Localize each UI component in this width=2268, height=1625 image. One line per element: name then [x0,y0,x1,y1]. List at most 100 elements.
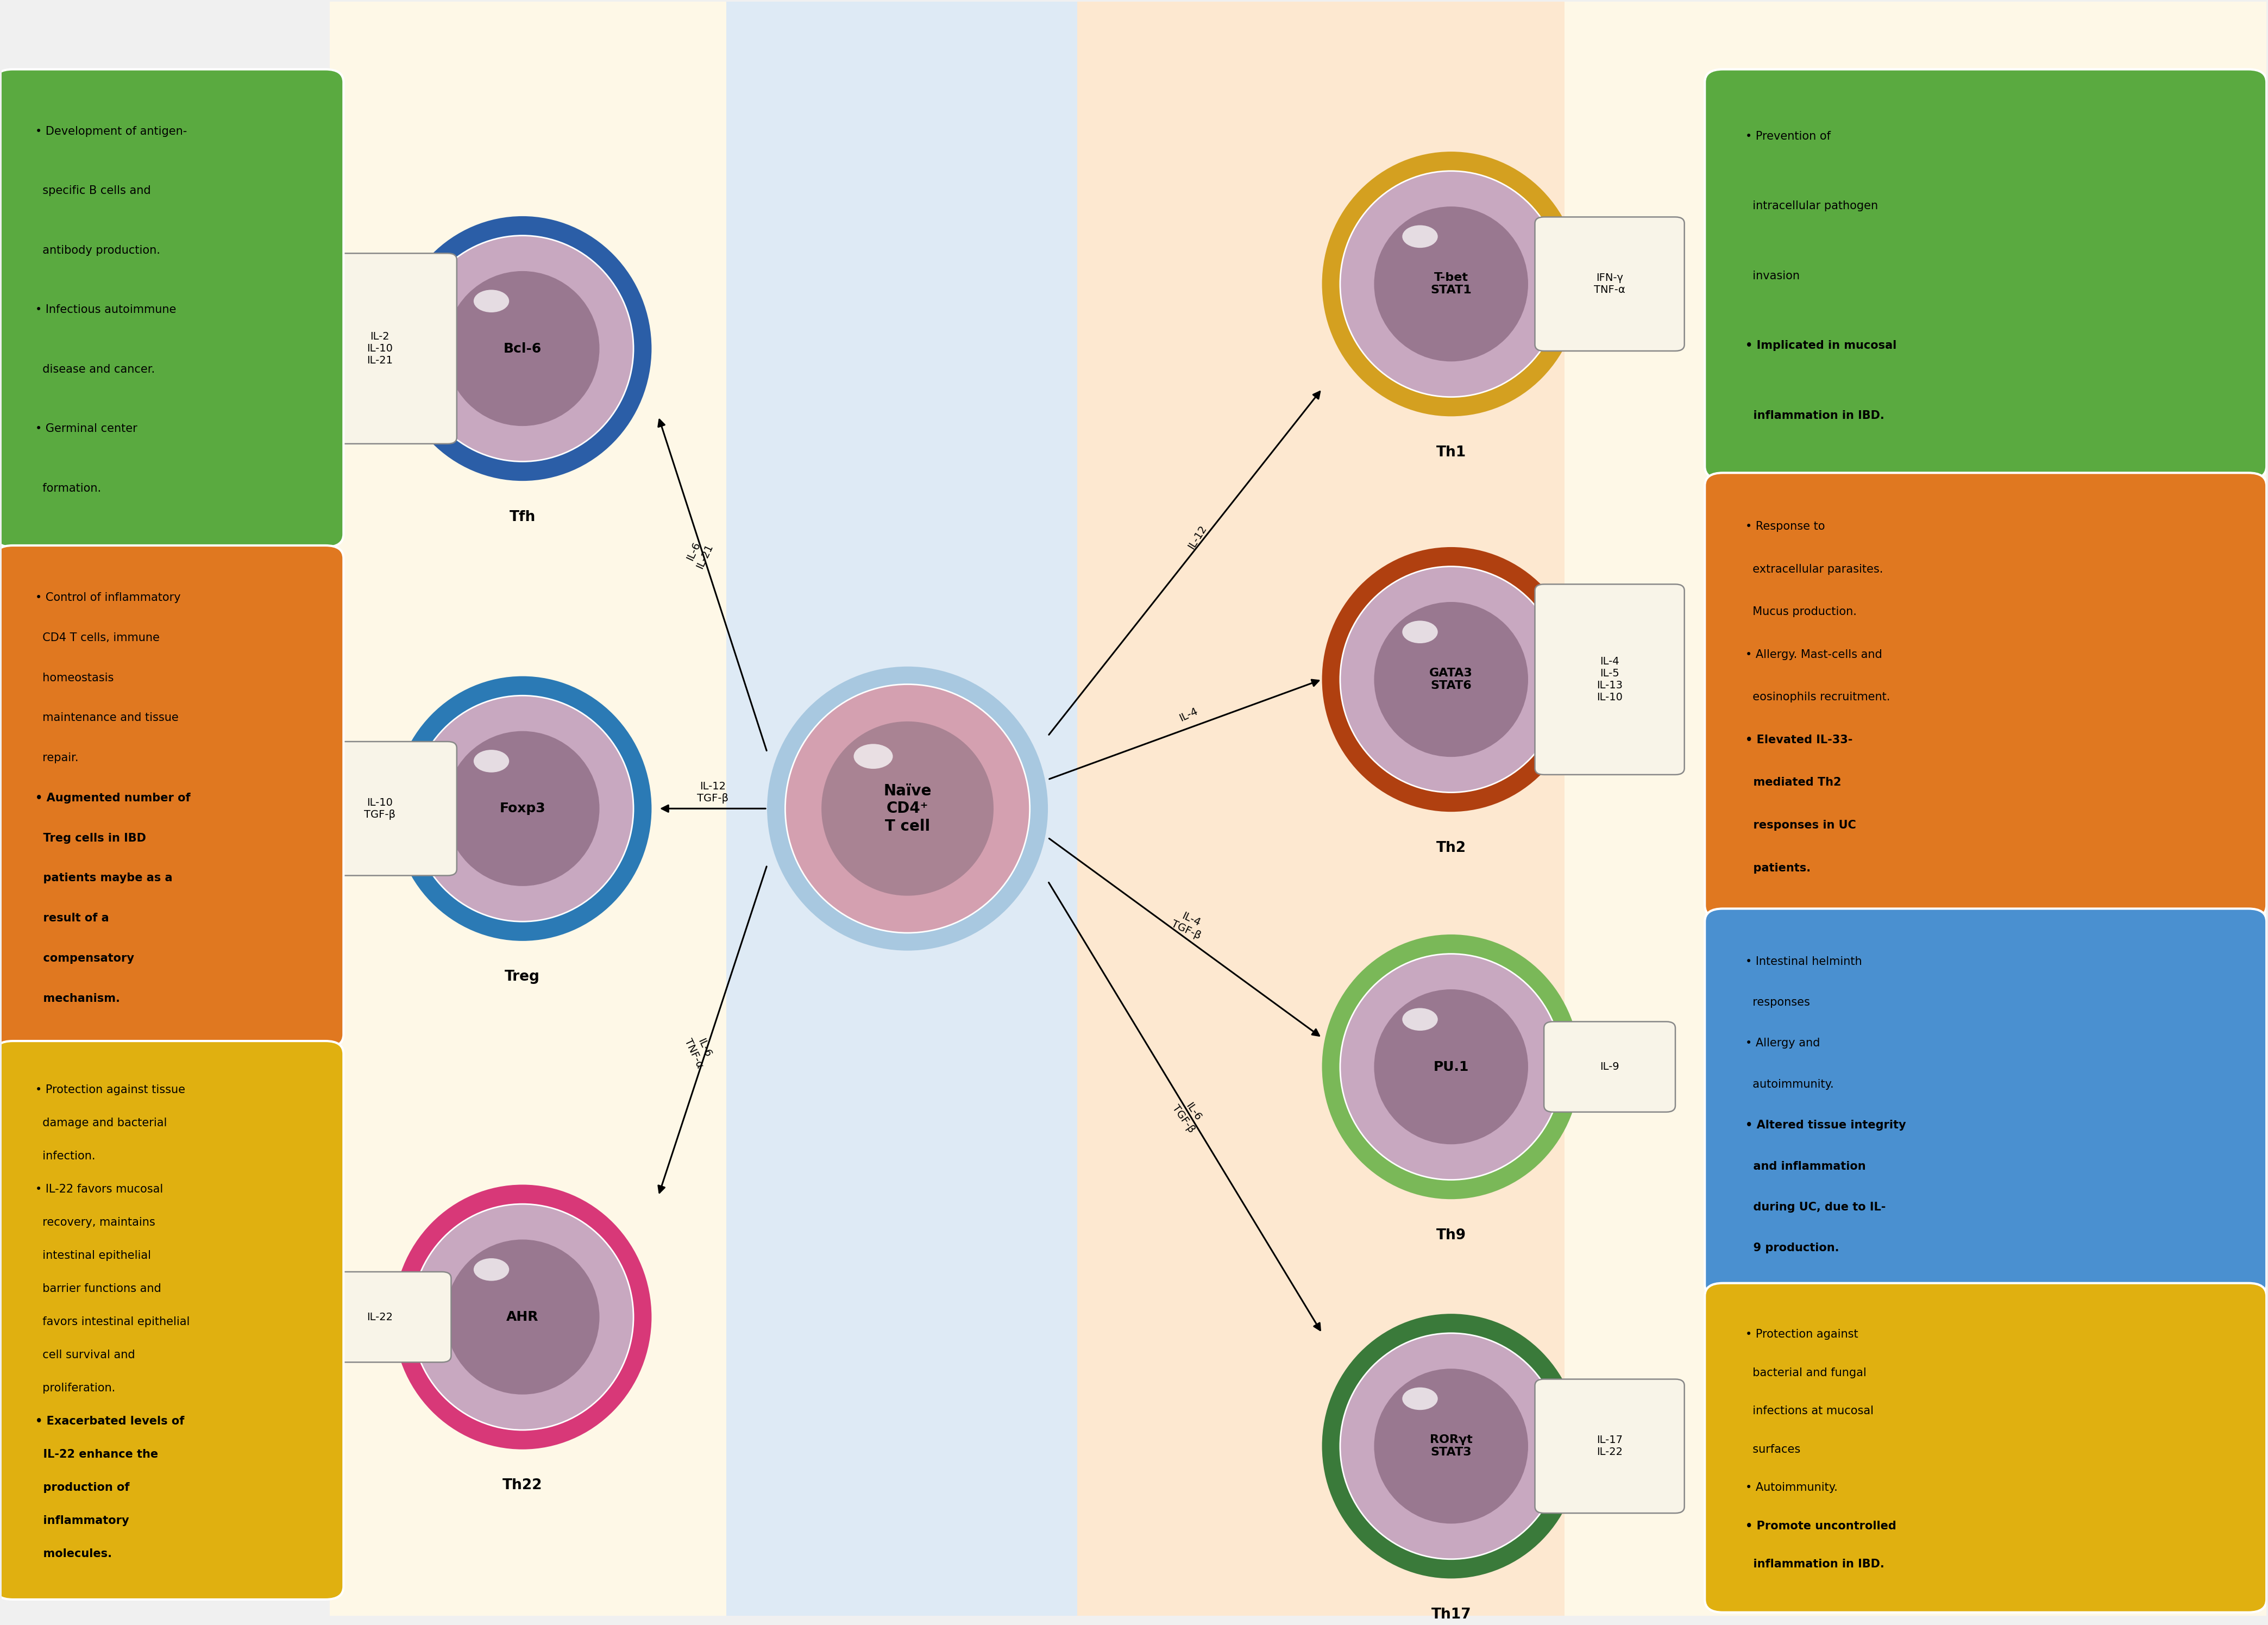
FancyBboxPatch shape [308,1272,451,1362]
Ellipse shape [785,684,1030,933]
Text: IL-17
IL-22: IL-17 IL-22 [1597,1435,1622,1458]
Text: result of a: result of a [36,913,109,923]
Ellipse shape [1402,1008,1438,1030]
FancyBboxPatch shape [329,2,726,1615]
Text: GATA3
STAT6: GATA3 STAT6 [1429,668,1472,691]
Ellipse shape [411,1204,633,1430]
Text: IL-9: IL-9 [1599,1061,1619,1072]
Text: Th17: Th17 [1431,1607,1472,1622]
FancyBboxPatch shape [1545,1022,1676,1112]
Text: IL-6
TGF-β: IL-6 TGF-β [1170,1095,1207,1134]
Ellipse shape [1374,206,1529,361]
Ellipse shape [1402,621,1438,644]
Text: specific B cells and: specific B cells and [36,185,152,197]
Text: Th2: Th2 [1436,840,1465,855]
Ellipse shape [392,1185,651,1449]
Text: patients maybe as a: patients maybe as a [36,873,172,884]
Text: patients.: patients. [1746,863,1810,873]
Text: barrier functions and: barrier functions and [36,1284,161,1294]
Text: IL-4
TGF-β: IL-4 TGF-β [1170,908,1207,941]
Text: mediated Th2: mediated Th2 [1746,777,1842,788]
Text: IL-4: IL-4 [1177,707,1200,723]
Text: Th22: Th22 [503,1479,542,1492]
Ellipse shape [1402,226,1438,249]
Text: PU.1: PU.1 [1433,1060,1470,1074]
FancyBboxPatch shape [0,70,342,548]
Ellipse shape [1374,601,1529,757]
Text: Tfh: Tfh [510,510,535,525]
Ellipse shape [411,695,633,921]
Text: responses: responses [1746,996,1810,1008]
Text: IL-2
IL-10
IL-21: IL-2 IL-10 IL-21 [367,331,392,366]
Text: • Implicated in mucosal: • Implicated in mucosal [1746,340,1896,351]
Text: IL-6
TNF-α: IL-6 TNF-α [683,1032,717,1069]
Text: compensatory: compensatory [36,952,134,964]
Ellipse shape [1322,151,1581,416]
FancyBboxPatch shape [302,741,456,876]
Ellipse shape [1374,990,1529,1144]
Text: • Autoimmunity.: • Autoimmunity. [1746,1482,1837,1493]
Text: cell survival and: cell survival and [36,1350,136,1360]
FancyBboxPatch shape [1706,908,2266,1298]
Text: • Altered tissue integrity: • Altered tissue integrity [1746,1120,1905,1131]
Text: IL-12
TGF-β: IL-12 TGF-β [696,782,728,803]
Text: disease and cancer.: disease and cancer. [36,364,154,375]
Text: IL-12: IL-12 [1186,523,1209,551]
Text: inflammation in IBD.: inflammation in IBD. [1746,409,1885,421]
Text: Treg cells in IBD: Treg cells in IBD [36,832,145,843]
Text: • Promote uncontrolled: • Promote uncontrolled [1746,1521,1896,1531]
FancyBboxPatch shape [1706,1284,2266,1612]
Text: Naïve
CD4⁺
T cell: Naïve CD4⁺ T cell [885,783,932,834]
FancyBboxPatch shape [726,2,1077,1615]
Text: surfaces: surfaces [1746,1445,1801,1454]
Ellipse shape [767,666,1048,951]
Text: • Germinal center: • Germinal center [36,424,138,434]
Text: • Intestinal helminth: • Intestinal helminth [1746,955,1862,967]
Ellipse shape [1340,954,1563,1180]
Text: IL-22 enhance the: IL-22 enhance the [36,1450,159,1459]
FancyBboxPatch shape [1077,2,1565,1615]
Ellipse shape [1340,567,1563,793]
Text: molecules.: molecules. [36,1549,111,1560]
Text: mechanism.: mechanism. [36,993,120,1004]
Text: • Allergy and: • Allergy and [1746,1038,1821,1048]
Text: • IL-22 favors mucosal: • IL-22 favors mucosal [36,1185,163,1194]
Text: favors intestinal epithelial: favors intestinal epithelial [36,1316,191,1328]
Text: infection.: infection. [36,1150,95,1162]
Ellipse shape [853,744,894,769]
Text: • Development of antigen-: • Development of antigen- [36,125,188,136]
Text: T-bet
STAT1: T-bet STAT1 [1431,273,1472,296]
Text: Bcl-6: Bcl-6 [503,341,542,356]
Text: RORγt
STAT3: RORγt STAT3 [1429,1435,1472,1458]
Text: CD4 T cells, immune: CD4 T cells, immune [36,632,159,644]
Text: • Protection against: • Protection against [1746,1329,1857,1341]
Text: • Elevated IL-33-: • Elevated IL-33- [1746,734,1853,746]
Text: autoimmunity.: autoimmunity. [1746,1079,1835,1090]
Ellipse shape [392,676,651,941]
FancyBboxPatch shape [0,546,342,1048]
Text: inflammation in IBD.: inflammation in IBD. [1746,1558,1885,1570]
Text: • Exacerbated levels of: • Exacerbated levels of [36,1415,184,1427]
Text: damage and bacterial: damage and bacterial [36,1118,168,1128]
Text: • Allergy. Mast-cells and: • Allergy. Mast-cells and [1746,648,1882,660]
Text: extracellular parasites.: extracellular parasites. [1746,564,1882,575]
Text: • Augmented number of: • Augmented number of [36,793,191,803]
FancyBboxPatch shape [1565,2,2266,1615]
Text: and inflammation: and inflammation [1746,1160,1867,1172]
Text: repair.: repair. [36,752,79,764]
Ellipse shape [445,1240,599,1394]
Text: antibody production.: antibody production. [36,245,161,255]
Ellipse shape [392,216,651,481]
Ellipse shape [445,271,599,426]
Ellipse shape [1340,1332,1563,1558]
Text: responses in UC: responses in UC [1746,819,1855,830]
Ellipse shape [1374,1368,1529,1524]
Ellipse shape [411,236,633,461]
Text: bacterial and fungal: bacterial and fungal [1746,1367,1867,1378]
Ellipse shape [1322,1313,1581,1578]
Text: homeostasis: homeostasis [36,673,113,684]
Ellipse shape [1340,171,1563,396]
Text: IL-22: IL-22 [367,1311,392,1323]
Text: IFN-γ
TNF-α: IFN-γ TNF-α [1594,273,1626,296]
Text: formation.: formation. [36,483,102,494]
